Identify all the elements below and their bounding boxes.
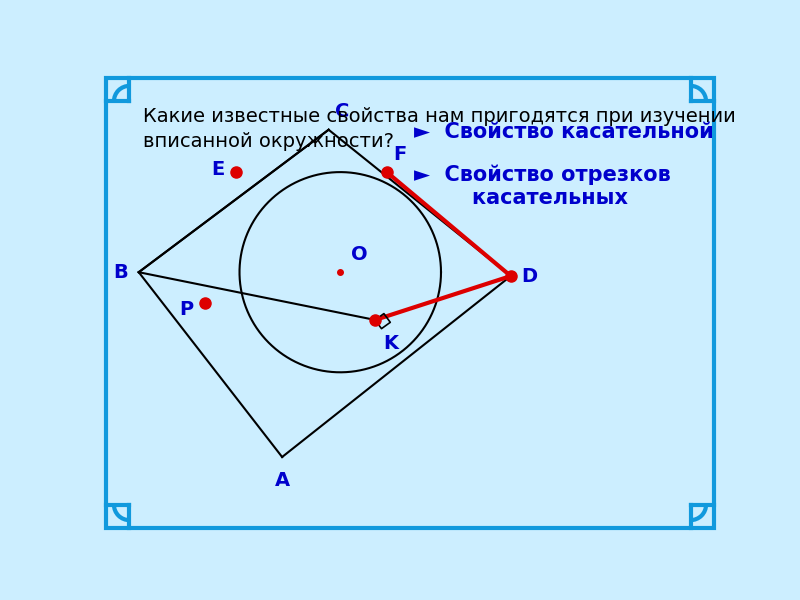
Text: ►  Свойство отрезков
        касательных: ► Свойство отрезков касательных — [414, 164, 670, 208]
Text: C: C — [335, 101, 350, 121]
Text: D: D — [522, 266, 538, 286]
Text: P: P — [180, 300, 194, 319]
Text: A: A — [274, 471, 290, 490]
Text: E: E — [211, 160, 225, 179]
Text: B: B — [113, 263, 128, 281]
Text: F: F — [393, 145, 406, 164]
FancyBboxPatch shape — [106, 78, 714, 528]
Text: ►  Свойство касательной: ► Свойство касательной — [414, 122, 714, 142]
Text: Какие известные свойства нам пригодятся при изучении
вписанной окружности?: Какие известные свойства нам пригодятся … — [142, 107, 735, 151]
Text: K: K — [383, 334, 398, 353]
Text: O: O — [351, 245, 368, 265]
